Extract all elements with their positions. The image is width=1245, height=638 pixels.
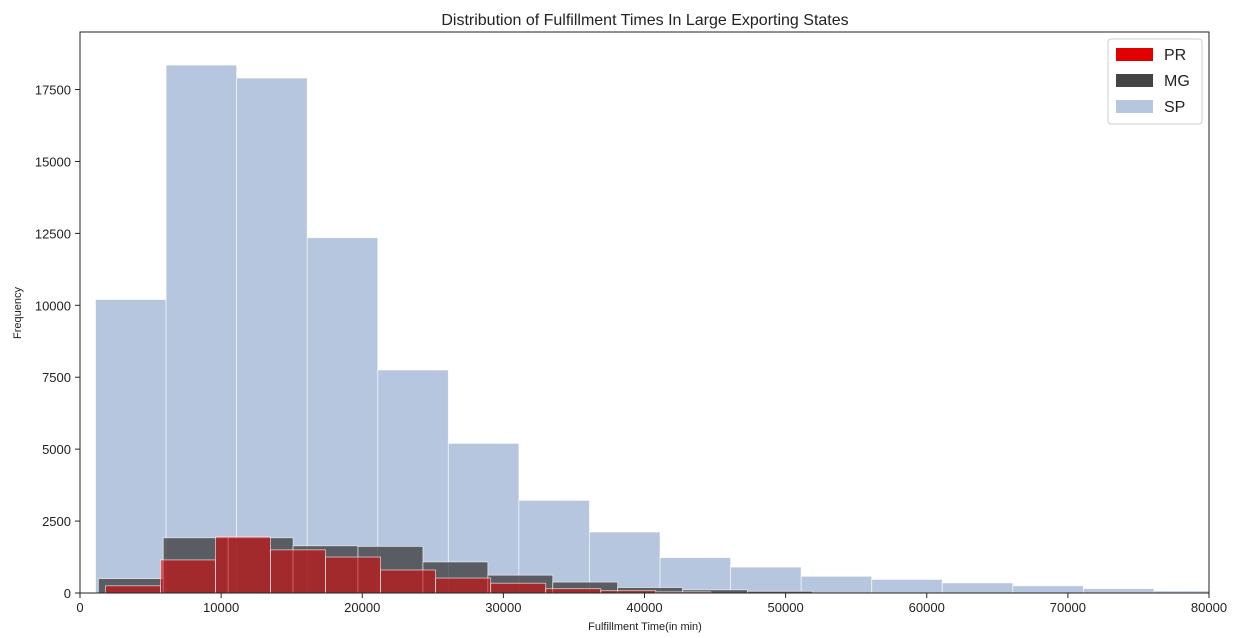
x-tick-label: 80000 bbox=[1191, 600, 1227, 615]
bar-sp-0 bbox=[95, 299, 167, 594]
x-tick-label: 70000 bbox=[1050, 600, 1086, 615]
bar-pr-7 bbox=[490, 582, 547, 594]
bar-sp-2 bbox=[236, 77, 308, 594]
x-tick-label: 40000 bbox=[626, 600, 662, 615]
y-tick-label: 17500 bbox=[35, 83, 71, 98]
y-tick-label: 2500 bbox=[42, 514, 71, 529]
x-tick-label: 60000 bbox=[909, 600, 945, 615]
bar-pr-0 bbox=[105, 585, 161, 594]
series-pr bbox=[105, 536, 712, 594]
x-tick-label: 0 bbox=[76, 600, 83, 615]
y-tick-label: 10000 bbox=[35, 298, 71, 313]
y-axis-label: Frequency bbox=[12, 287, 24, 339]
legend: PR MG SP bbox=[1107, 38, 1203, 125]
y-tick-label: 7500 bbox=[42, 370, 71, 385]
bar-sp-9 bbox=[730, 566, 802, 594]
x-tick-label: 20000 bbox=[344, 600, 380, 615]
bar-sp-3 bbox=[306, 237, 379, 594]
x-tick-label: 30000 bbox=[485, 600, 521, 615]
bar-pr-4 bbox=[325, 556, 381, 594]
legend-label-pr: PR bbox=[1164, 47, 1186, 64]
legend-swatch-mg bbox=[1116, 74, 1153, 87]
y-axis-ticks: 0 2500 5000 7500 10000 12500 15000 17500 bbox=[35, 83, 80, 601]
legend-label-sp: SP bbox=[1164, 99, 1185, 116]
x-tick-label: 10000 bbox=[203, 600, 239, 615]
bar-sp-10 bbox=[800, 575, 873, 594]
bar-sp-12 bbox=[941, 582, 1014, 594]
y-tick-label: 0 bbox=[64, 586, 71, 601]
bar-pr-3 bbox=[270, 549, 326, 594]
legend-swatch-sp bbox=[1116, 100, 1153, 113]
series-sp bbox=[95, 64, 1210, 594]
y-tick-label: 5000 bbox=[42, 442, 71, 457]
bars-layer bbox=[95, 64, 1210, 594]
y-tick-label: 15000 bbox=[35, 154, 71, 169]
bar-pr-2 bbox=[215, 536, 271, 594]
bar-pr-8 bbox=[545, 588, 602, 594]
bar-sp-14 bbox=[1082, 588, 1155, 594]
bar-sp-1 bbox=[165, 64, 238, 594]
legend-label-mg: MG bbox=[1164, 73, 1190, 90]
x-axis-ticks: 0 10000 20000 30000 40000 50000 60000 70000 8000… bbox=[76, 593, 1227, 615]
legend-swatch-pr bbox=[1116, 48, 1153, 61]
x-axis-label: Fulfillment Time(in min) bbox=[588, 621, 702, 633]
bar-sp-13 bbox=[1012, 585, 1084, 594]
bar-pr-6 bbox=[435, 577, 492, 594]
bar-sp-11 bbox=[871, 579, 943, 594]
bar-pr-5 bbox=[380, 569, 437, 594]
bar-pr-1 bbox=[160, 559, 216, 594]
chart-title: Distribution of Fulfillment Times In Lar… bbox=[441, 12, 848, 29]
x-tick-label: 50000 bbox=[768, 600, 804, 615]
y-tick-label: 12500 bbox=[35, 226, 71, 241]
